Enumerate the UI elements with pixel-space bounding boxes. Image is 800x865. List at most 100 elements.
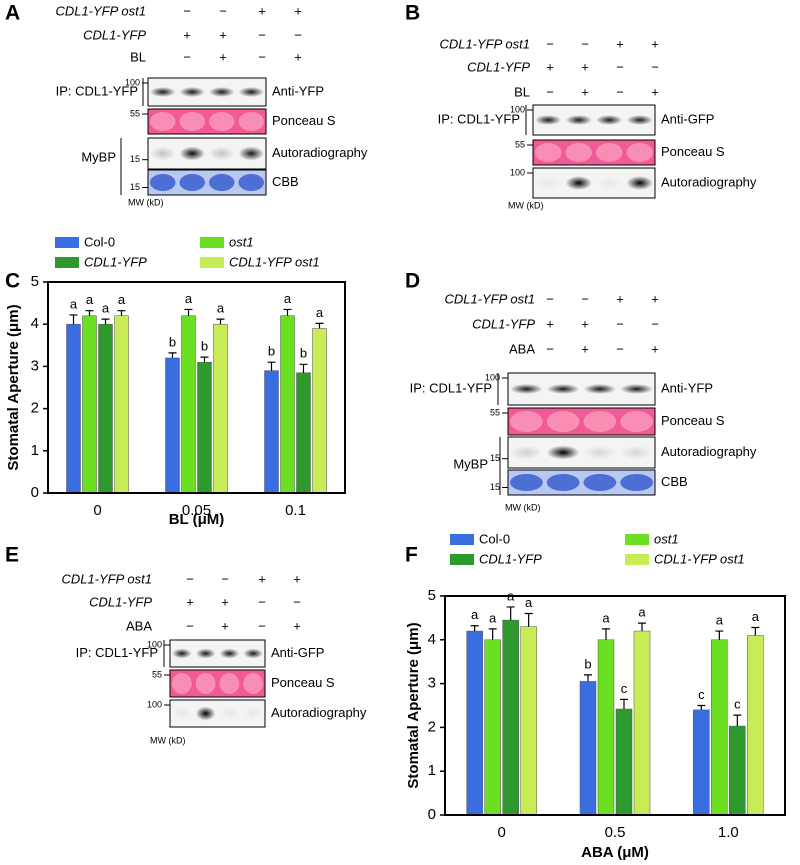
bar xyxy=(711,639,728,816)
error-bar xyxy=(85,310,94,316)
bar xyxy=(747,635,764,816)
blot-label: Anti-GFP xyxy=(271,645,324,660)
x-tick-label: 0.05 xyxy=(182,502,211,519)
band xyxy=(583,384,617,394)
bar xyxy=(502,619,519,816)
sign: + xyxy=(258,571,266,586)
blot-label: Autoradiography xyxy=(272,145,368,160)
bar xyxy=(280,315,295,494)
sign: + xyxy=(546,59,554,74)
sign: + xyxy=(293,618,301,633)
band xyxy=(219,706,240,721)
band xyxy=(243,648,263,659)
error-bar xyxy=(315,322,324,329)
y-tick-label: 4 xyxy=(428,631,436,648)
band xyxy=(238,146,264,161)
band xyxy=(179,112,205,131)
sign: + xyxy=(294,3,302,18)
error-bar xyxy=(733,714,742,727)
sign: + xyxy=(616,36,624,51)
sign: + xyxy=(651,36,659,51)
band xyxy=(565,115,592,125)
significance-letter: c xyxy=(621,681,628,696)
error-bar xyxy=(751,626,760,636)
y-tick-label: 1 xyxy=(31,442,39,459)
mw-label: 100 xyxy=(510,167,525,177)
significance-letter: c xyxy=(734,697,741,712)
panel-label: F xyxy=(405,544,418,567)
sign: − xyxy=(221,571,229,586)
blot-label: CBB xyxy=(661,474,688,489)
significance-letter: b xyxy=(169,334,176,349)
mw-label: 15 xyxy=(490,482,500,492)
legend-swatch xyxy=(450,534,474,545)
legend-swatch xyxy=(55,237,79,248)
y-axis-label: Stomatal Aperture (μm) xyxy=(405,622,422,788)
mw-label: 100 xyxy=(485,372,500,382)
bar xyxy=(312,328,327,494)
band xyxy=(535,115,562,125)
band xyxy=(243,706,263,721)
significance-letter: a xyxy=(118,292,126,307)
significance-letter: a xyxy=(525,595,533,610)
band xyxy=(596,115,623,125)
bar xyxy=(466,630,483,816)
error-bar xyxy=(506,606,515,621)
sign: − xyxy=(183,3,191,18)
significance-letter: a xyxy=(284,291,292,306)
sign: + xyxy=(221,594,229,609)
significance-letter: a xyxy=(86,292,94,307)
ip-label: IP: CDL1-YFP xyxy=(76,645,158,660)
significance-letter: a xyxy=(638,605,646,620)
sign: + xyxy=(294,49,302,64)
error-bar xyxy=(184,308,193,316)
panel-label: A xyxy=(5,2,20,25)
significance-letter: a xyxy=(102,301,110,316)
y-tick-label: 0 xyxy=(31,484,39,501)
significance-letter: a xyxy=(316,305,324,320)
mybp-label: MyBP xyxy=(81,149,116,164)
panel-label: E xyxy=(5,544,19,567)
significance-letter: b xyxy=(300,346,307,361)
band xyxy=(510,474,543,491)
sign: − xyxy=(183,49,191,64)
bar xyxy=(114,315,129,494)
error-bar xyxy=(69,314,78,325)
significance-letter: a xyxy=(752,609,760,624)
legend-label: ost1 xyxy=(654,531,679,546)
panel-label: B xyxy=(405,2,420,25)
band xyxy=(546,474,580,491)
band xyxy=(626,143,653,162)
bar xyxy=(165,357,180,494)
row-label: CDL1-YFP xyxy=(467,59,530,74)
sign: + xyxy=(581,316,589,331)
error-bar xyxy=(168,352,177,358)
significance-letter: a xyxy=(217,301,225,316)
band xyxy=(565,176,592,190)
sign: + xyxy=(221,618,229,633)
sign: − xyxy=(616,316,624,331)
mw-label: 15 xyxy=(130,182,140,192)
bar xyxy=(82,315,97,494)
mw-unit: MW (kD) xyxy=(128,197,164,207)
significance-letter: a xyxy=(489,610,497,625)
row-label: ABA xyxy=(126,618,152,633)
mw-label: 15 xyxy=(490,453,500,463)
mw-unit: MW (kD) xyxy=(508,200,544,210)
bar xyxy=(197,361,212,494)
bar xyxy=(484,639,501,816)
sign: − xyxy=(258,618,266,633)
sign: + xyxy=(581,341,589,356)
bar xyxy=(729,725,746,816)
sign: − xyxy=(186,618,194,633)
blot-label: Autoradiography xyxy=(661,174,757,189)
significance-letter: a xyxy=(185,291,193,306)
mw-label: 15 xyxy=(130,154,140,164)
sign: + xyxy=(616,291,624,306)
sign: + xyxy=(293,571,301,586)
bar xyxy=(597,639,615,816)
mw-unit: MW (kD) xyxy=(505,502,541,512)
error-bar xyxy=(216,318,225,325)
band xyxy=(535,143,562,162)
band xyxy=(179,87,205,97)
